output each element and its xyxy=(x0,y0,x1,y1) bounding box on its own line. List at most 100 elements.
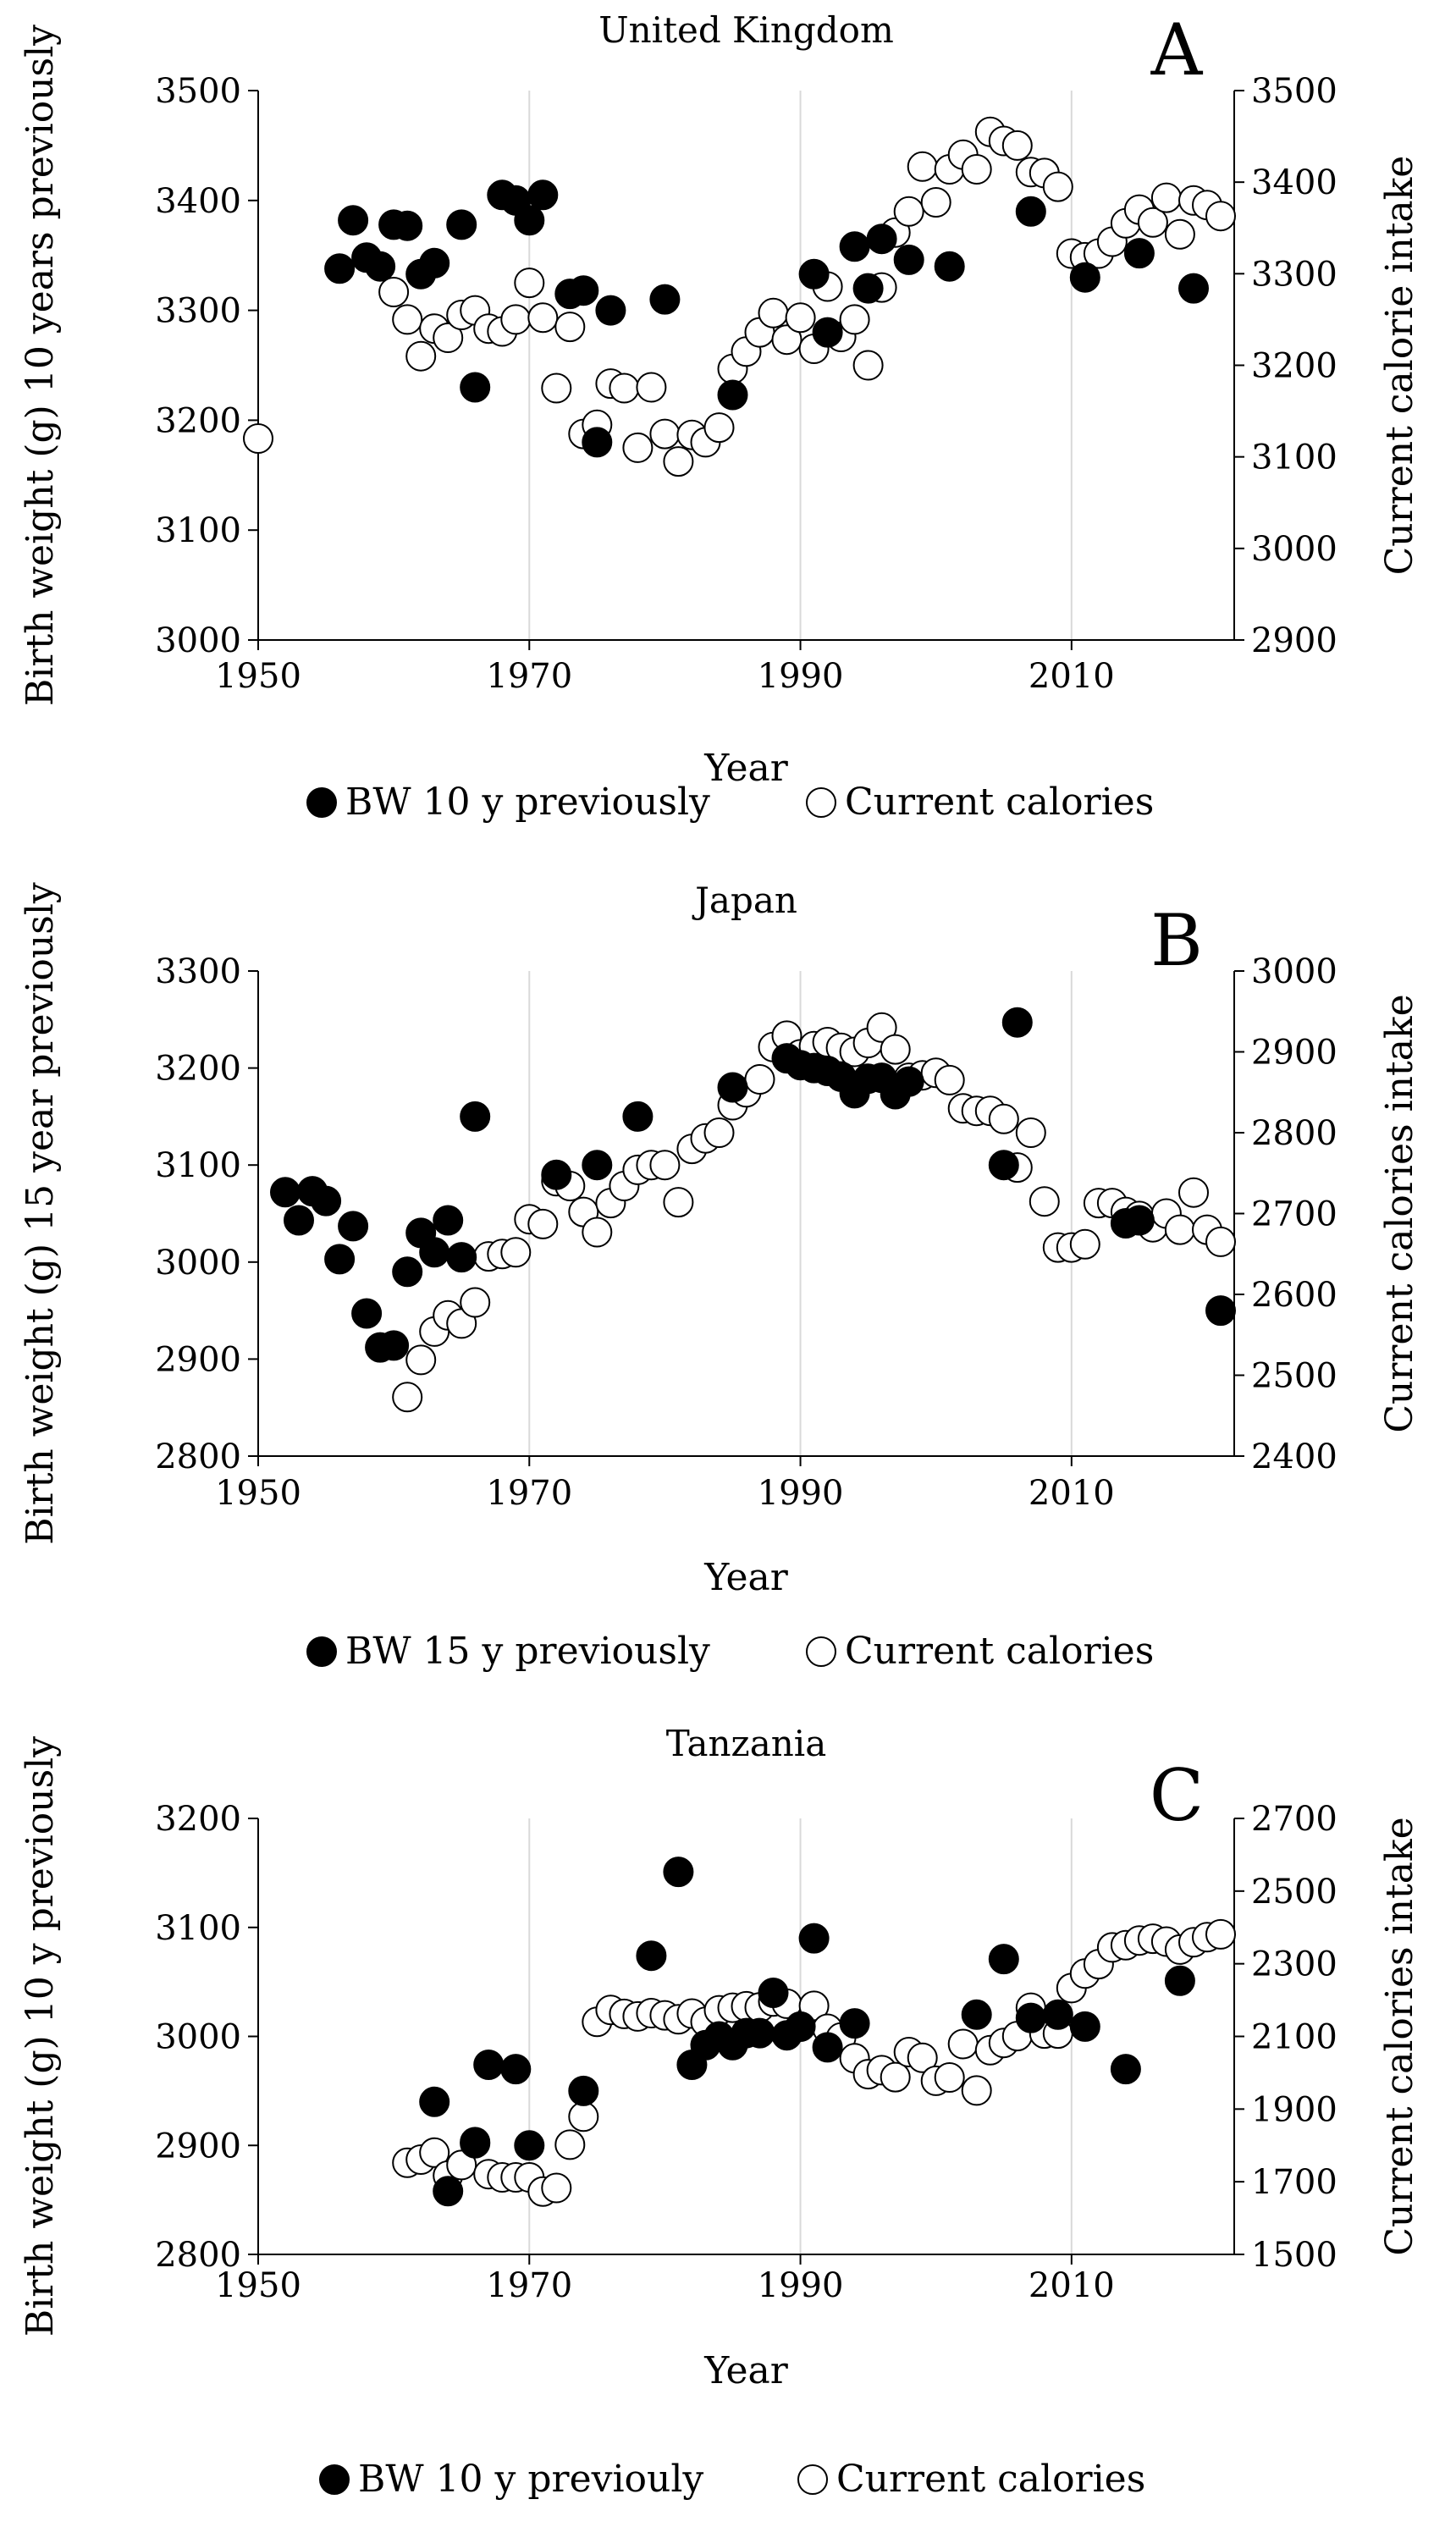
legend: BW 15 y previously Current calories xyxy=(306,1630,1154,1673)
point-birth-weight xyxy=(378,1330,410,1361)
point-current-calories xyxy=(1069,1228,1100,1260)
chart-tanzania: Tanzania C 2800 2900 3000 3100 3200 1500 1700 190… xyxy=(19,1723,1421,2501)
x-tick-label: 1990 xyxy=(758,657,844,696)
point-birth-weight xyxy=(500,2054,532,2085)
point-birth-weight xyxy=(744,2017,775,2049)
y-axis-label-right: Current calories intake xyxy=(1378,1817,1421,2255)
point-current-calories xyxy=(609,372,640,404)
legend-marker xyxy=(319,2464,350,2495)
y-tick-label-left: 3100 xyxy=(155,1146,241,1185)
point-current-calories xyxy=(758,297,789,328)
y-tick-label-left: 2800 xyxy=(155,2236,241,2275)
x-tick-label: 1970 xyxy=(486,657,572,696)
series-birth-weight xyxy=(270,1007,1236,1363)
point-birth-weight xyxy=(798,1923,830,1954)
point-current-calories xyxy=(243,423,273,454)
point-birth-weight xyxy=(514,2130,545,2161)
legend-label: BW 10 y previously xyxy=(345,781,710,824)
point-birth-weight xyxy=(852,273,884,304)
point-birth-weight xyxy=(338,205,369,236)
legend-marker xyxy=(306,787,337,818)
chart-japan: Japan B 2800 2900 3000 3100 3200 3300 2400 2500 26… xyxy=(19,880,1421,1673)
y-tick-label-left: 3000 xyxy=(155,2018,241,2057)
y-tick-label-right: 3000 xyxy=(1251,530,1337,569)
y-tick-label-left: 3500 xyxy=(155,72,241,111)
y-tick-label-right: 2700 xyxy=(1251,1800,1337,1839)
y-tick-label-right: 3300 xyxy=(1251,255,1337,294)
y-tick-label-right: 2600 xyxy=(1251,1276,1337,1315)
point-current-calories xyxy=(947,2028,979,2060)
panel-letter: A xyxy=(1150,8,1204,91)
point-birth-weight xyxy=(514,205,545,236)
point-birth-weight xyxy=(866,223,897,255)
legend-label: Current calories xyxy=(836,2458,1145,2501)
point-birth-weight xyxy=(446,1242,477,1273)
point-birth-weight xyxy=(419,247,450,279)
point-current-calories xyxy=(433,323,464,353)
point-current-calories xyxy=(934,1064,965,1095)
point-current-calories xyxy=(785,302,816,334)
point-current-calories xyxy=(1042,171,1073,202)
point-current-calories xyxy=(880,1034,911,1065)
point-current-calories xyxy=(852,350,884,381)
y-tick-label-right: 3400 xyxy=(1251,163,1337,202)
point-current-calories xyxy=(527,1208,559,1239)
y-tick-label-left: 2900 xyxy=(155,1340,241,1379)
chart-title: Japan xyxy=(692,880,797,921)
point-birth-weight xyxy=(893,1066,924,1097)
y-axis-label-left: Birth weight (g) 15 year previously xyxy=(19,882,62,1545)
point-birth-weight xyxy=(1123,238,1155,269)
point-current-calories xyxy=(961,2075,992,2106)
point-current-calories xyxy=(907,151,938,182)
legend: BW 10 y previouly Current calories xyxy=(319,2458,1145,2501)
point-current-calories xyxy=(907,2042,938,2073)
legend-label: Current calories xyxy=(845,1630,1154,1673)
point-current-calories xyxy=(1164,1214,1195,1245)
point-current-calories xyxy=(1150,182,1182,213)
point-current-calories xyxy=(1001,130,1033,161)
y-tick-label-left: 3300 xyxy=(155,292,241,331)
point-current-calories xyxy=(378,277,410,307)
point-birth-weight xyxy=(582,427,613,458)
point-current-calories xyxy=(893,196,924,227)
point-current-calories xyxy=(1178,1177,1209,1208)
x-tick-label: 1950 xyxy=(215,1474,301,1513)
y-tick-label-right: 1500 xyxy=(1251,2236,1337,2275)
y-tick-label-right: 3000 xyxy=(1251,952,1337,991)
y-tick-label-right: 2800 xyxy=(1251,1114,1337,1153)
y-axis-label-left: Birth weight (g) 10 years previously xyxy=(19,25,62,706)
point-birth-weight xyxy=(1015,2002,1046,2033)
series-current-calories xyxy=(392,1918,1236,2207)
y-tick-label-left: 3400 xyxy=(155,182,241,221)
point-birth-weight xyxy=(934,251,965,282)
y-axis-label-right: Current calorie intake xyxy=(1378,156,1421,576)
point-birth-weight xyxy=(1110,2054,1141,2085)
point-birth-weight xyxy=(419,2086,450,2117)
legend: BW 10 y previously Current calories xyxy=(306,781,1154,824)
point-current-calories xyxy=(554,312,586,343)
point-birth-weight xyxy=(568,275,599,306)
point-current-calories xyxy=(1205,1918,1236,1950)
point-birth-weight xyxy=(961,1999,992,2030)
point-current-calories xyxy=(392,304,423,335)
point-birth-weight xyxy=(446,209,477,240)
point-current-calories xyxy=(1205,201,1236,232)
point-birth-weight xyxy=(1069,262,1100,293)
point-current-calories xyxy=(568,2101,599,2133)
point-current-calories xyxy=(636,372,667,403)
point-current-calories xyxy=(460,1287,491,1318)
point-current-calories xyxy=(649,418,681,450)
y-tick-label-left: 2900 xyxy=(155,2127,241,2166)
y-tick-label-right: 1900 xyxy=(1251,2090,1337,2129)
point-current-calories xyxy=(527,302,559,334)
series-current-calories xyxy=(392,1012,1236,1413)
point-birth-weight xyxy=(717,379,748,411)
point-birth-weight xyxy=(351,1298,383,1329)
point-birth-weight xyxy=(460,372,491,403)
point-current-calories xyxy=(1015,1117,1046,1148)
point-birth-weight xyxy=(460,2127,491,2159)
point-birth-weight xyxy=(284,1205,314,1236)
y-tick-label-left: 2800 xyxy=(155,1437,241,1476)
point-birth-weight xyxy=(419,1237,450,1268)
